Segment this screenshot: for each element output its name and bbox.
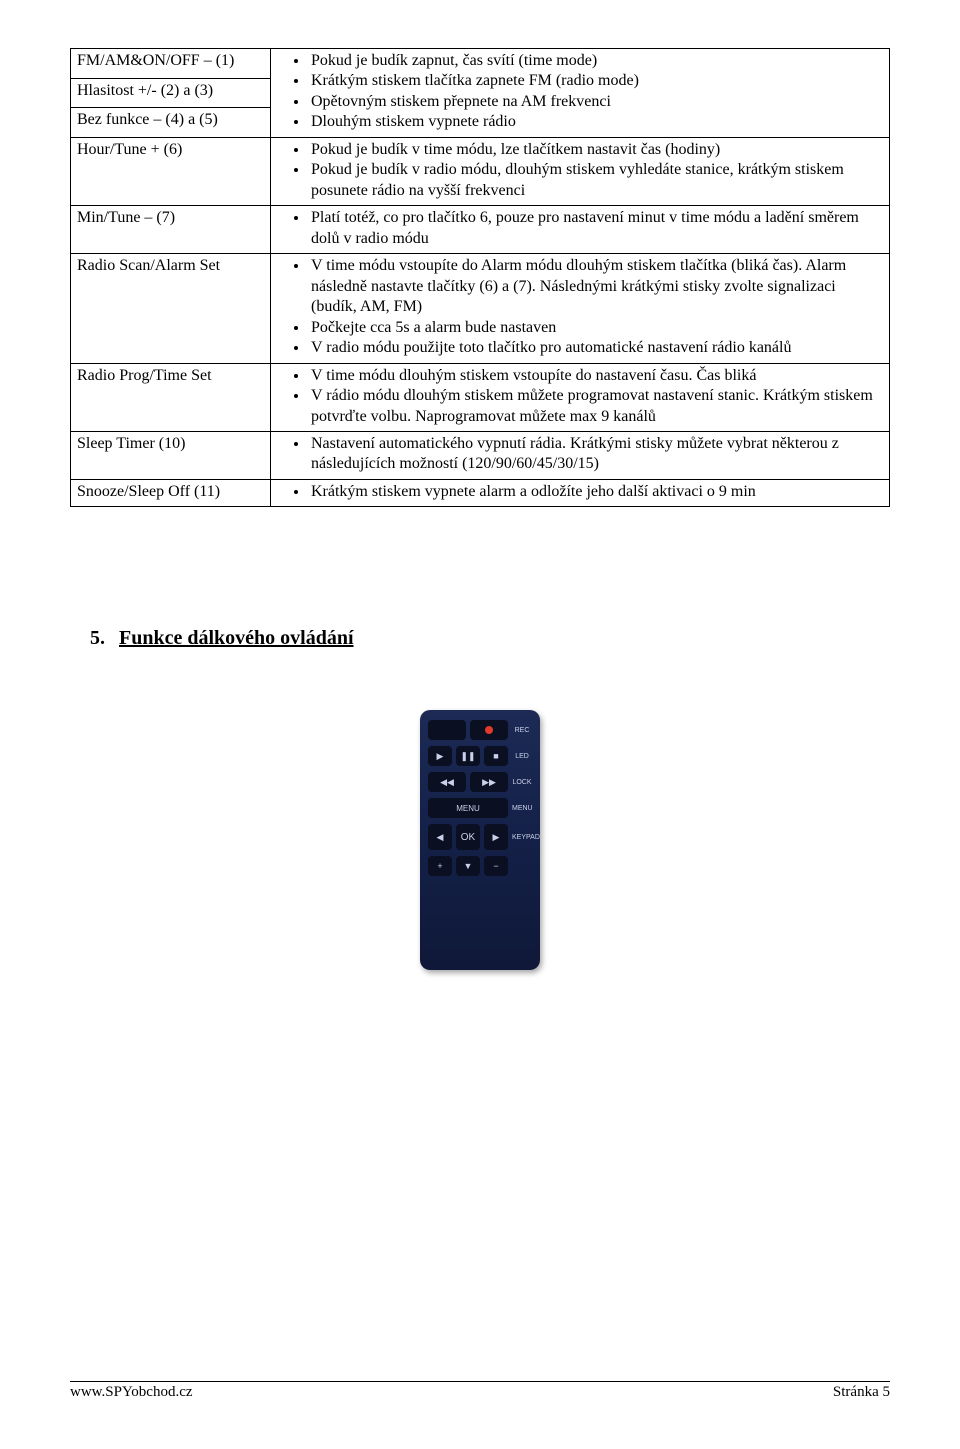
bullet-item: V radio módu použijte toto tlačítko pro … — [309, 338, 883, 358]
bullet-item: Pokud je budík v radio módu, dlouhým sti… — [309, 160, 883, 201]
remote-btn-left: ◀ — [428, 824, 452, 850]
bullet-list: V time módu vstoupíte do Alarm módu dlou… — [277, 256, 883, 358]
remote-btn-right: ▶ — [484, 824, 508, 850]
remote-btn-stop: ■ — [484, 746, 508, 766]
remote-btn-ok: OK — [456, 824, 480, 850]
remote-btn-rec — [470, 720, 508, 740]
footer-page: Stránka 5 — [833, 1384, 890, 1401]
section-heading: 5. Funkce dálkového ovládání — [70, 627, 890, 650]
table-row: Snooze/Sleep Off (11) Krátkým stiskem vyp… — [71, 479, 890, 506]
row-label: Radio Prog/Time Set — [71, 363, 271, 431]
section-title: Funkce dálkového ovládání — [119, 627, 354, 649]
remote-btn-ff: ▶▶ — [470, 772, 508, 792]
remote-btn-play: ▶ — [428, 746, 452, 766]
remote-btn-rew: ◀◀ — [428, 772, 466, 792]
row-label: Sleep Timer (10) — [71, 431, 271, 479]
table-row: Hour/Tune + (6) Pokud je budík v time mód… — [71, 137, 890, 205]
bullet-item: Počkejte cca 5s a alarm bude nastaven — [309, 318, 883, 338]
page-footer: www.SPYobchod.cz Stránka 5 — [70, 1381, 890, 1401]
remote-control: REC ▶ ❚❚ ■ LED ◀◀ ▶▶ LOCK MENU MENU ◀ OK… — [420, 710, 540, 970]
row-label: Bez funkce – (4) a (5) — [71, 108, 271, 138]
function-table: FM/AM&ON/OFF – (1) Pokud je budík zapnut,… — [70, 48, 890, 507]
row-label: FM/AM&ON/OFF – (1) — [71, 49, 271, 79]
remote-label-menu: MENU — [512, 805, 532, 812]
table-row: FM/AM&ON/OFF – (1) Pokud je budík zapnut,… — [71, 49, 890, 79]
row-description: Pokud je budík zapnut, čas svítí (time m… — [271, 49, 890, 138]
row-label: Min/Tune – (7) — [71, 206, 271, 254]
bullet-item: Dlouhým stiskem vypnete rádio — [309, 112, 883, 132]
section-number: 5. — [90, 627, 114, 650]
bullet-item: Pokud je budík v time módu, lze tlačítke… — [309, 140, 883, 160]
remote-label-rec: REC — [512, 727, 532, 734]
row-label: Hour/Tune + (6) — [71, 137, 271, 205]
bullet-item: V time módu vstoupíte do Alarm módu dlou… — [309, 256, 883, 317]
remote-btn-blank — [428, 720, 466, 740]
bullet-list: Krátkým stiskem vypnete alarm a odložíte… — [277, 482, 883, 502]
bullet-list: Platí totéž, co pro tlačítko 6, pouze pr… — [277, 208, 883, 249]
bullet-list: Pokud je budík zapnut, čas svítí (time m… — [277, 51, 883, 133]
bullet-item: V time módu dlouhým stiskem vstoupíte do… — [309, 366, 883, 386]
row-description: Nastavení automatického vypnutí rádia. K… — [271, 431, 890, 479]
remote-btn-plus: + — [428, 856, 452, 876]
row-description: Krátkým stiskem vypnete alarm a odložíte… — [271, 479, 890, 506]
row-description: Platí totéž, co pro tlačítko 6, pouze pr… — [271, 206, 890, 254]
bullet-item: Opětovným stiskem přepnete na AM frekven… — [309, 92, 883, 112]
bullet-list: Nastavení automatického vypnutí rádia. K… — [277, 434, 883, 475]
bullet-item: Krátkým stiskem vypnete alarm a odložíte… — [309, 482, 883, 502]
bullet-list: Pokud je budík v time módu, lze tlačítke… — [277, 140, 883, 201]
bullet-item: Nastavení automatického vypnutí rádia. K… — [309, 434, 883, 475]
table-row: Min/Tune – (7) Platí totéž, co pro tlačít… — [71, 206, 890, 254]
footer-url: www.SPYobchod.cz — [70, 1384, 193, 1401]
table-row: Radio Scan/Alarm Set V time módu vstoupít… — [71, 254, 890, 363]
remote-btn-down: ▼ — [456, 856, 480, 876]
row-label: Hlasitost +/- (2) a (3) — [71, 78, 271, 108]
remote-btn-minus: − — [484, 856, 508, 876]
bullet-item: Krátkým stiskem tlačítka zapnete FM (rad… — [309, 71, 883, 91]
remote-label-led: LED — [512, 753, 532, 760]
row-description: V time módu vstoupíte do Alarm módu dlou… — [271, 254, 890, 363]
row-description: Pokud je budík v time módu, lze tlačítke… — [271, 137, 890, 205]
bullet-item: Pokud je budík zapnut, čas svítí (time m… — [309, 51, 883, 71]
table-row: Radio Prog/Time Set V time módu dlouhým s… — [71, 363, 890, 431]
remote-btn-menu: MENU — [428, 798, 508, 818]
remote-label-keypad: KEYPAD — [512, 834, 532, 841]
bullet-item: V rádio módu dlouhým stiskem můžete prog… — [309, 386, 883, 427]
row-label: Radio Scan/Alarm Set — [71, 254, 271, 363]
remote-label-lock: LOCK — [512, 779, 532, 786]
bullet-item: Platí totéž, co pro tlačítko 6, pouze pr… — [309, 208, 883, 249]
row-label: Snooze/Sleep Off (11) — [71, 479, 271, 506]
table-row: Sleep Timer (10) Nastavení automatického … — [71, 431, 890, 479]
remote-btn-pause: ❚❚ — [456, 746, 480, 766]
bullet-list: V time módu dlouhým stiskem vstoupíte do… — [277, 366, 883, 427]
remote-image-wrap: REC ▶ ❚❚ ■ LED ◀◀ ▶▶ LOCK MENU MENU ◀ OK… — [70, 710, 890, 970]
row-description: V time módu dlouhým stiskem vstoupíte do… — [271, 363, 890, 431]
